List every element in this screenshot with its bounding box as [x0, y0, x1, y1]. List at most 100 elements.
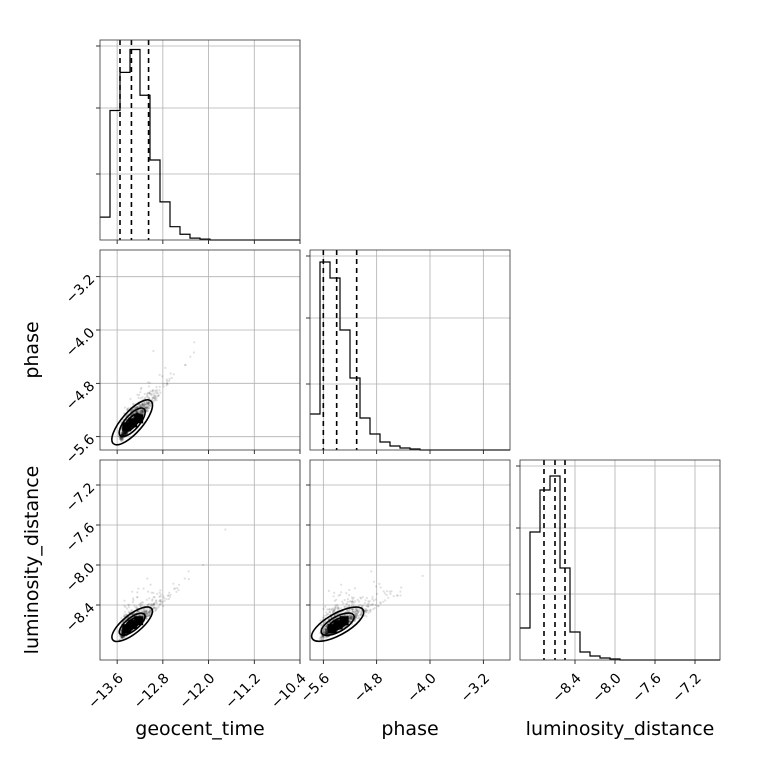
scatter-point: [396, 594, 399, 597]
scatter-point: [370, 570, 373, 573]
scatter-point: [135, 607, 138, 610]
scatter-point: [400, 586, 403, 589]
scatter-point: [350, 617, 353, 620]
scatter-point: [145, 617, 148, 621]
scatter-point: [161, 600, 164, 604]
scatter-point: [355, 613, 358, 616]
scatter-point: [139, 605, 142, 608]
scatter-point: [160, 602, 163, 605]
scatter-point: [155, 397, 158, 400]
scatter-point: [359, 603, 362, 607]
scatter-point: [385, 593, 388, 597]
scatter-point: [146, 401, 149, 405]
scatter-point: [334, 604, 337, 607]
scatter-point: [367, 602, 370, 605]
y-tick-label: −4.0: [63, 325, 98, 360]
scatter-point: [364, 607, 367, 611]
scatter-point: [321, 635, 324, 638]
scatter-point: [153, 606, 156, 609]
scatter-point: [151, 390, 154, 393]
scatter-point: [371, 603, 374, 606]
scatter-point: [139, 412, 142, 415]
scatter-point: [332, 611, 335, 614]
scatter-point: [135, 406, 138, 409]
scatter-point: [348, 614, 351, 617]
scatter-point: [336, 603, 339, 607]
scatter-point: [127, 606, 130, 609]
scatter-point: [350, 615, 353, 618]
scatter-point: [129, 410, 132, 413]
scatter-point: [146, 406, 149, 409]
scatter-point: [153, 399, 156, 402]
scatter-point: [137, 405, 140, 408]
scatter-point: [150, 603, 153, 606]
scatter-point: [321, 635, 324, 638]
scatter-point: [121, 438, 124, 441]
scatter-point: [382, 600, 385, 603]
scatter-point: [354, 618, 357, 621]
scatter-point: [348, 619, 351, 623]
scatter-point: [145, 410, 148, 413]
scatter-point: [149, 390, 152, 393]
scatter-point: [376, 605, 379, 608]
scatter-point: [140, 410, 143, 414]
scatter-point: [164, 366, 167, 369]
scatter-point: [154, 395, 157, 398]
scatter-point: [378, 582, 381, 586]
x-tick-label: −12.0: [177, 670, 219, 712]
scatter-point: [326, 632, 329, 636]
scatter-point: [148, 609, 151, 612]
scatter-point: [177, 588, 180, 592]
scatter-point: [142, 412, 145, 415]
scatter-point: [138, 614, 141, 617]
scatter-point: [148, 611, 151, 614]
scatter-point: [147, 405, 150, 408]
scatter-point: [132, 403, 135, 406]
scatter-point: [144, 609, 147, 612]
scatter-point: [132, 408, 135, 411]
scatter-point: [145, 617, 148, 620]
scatter-point: [323, 628, 326, 631]
scatter-point: [356, 610, 359, 613]
scatter-point: [348, 617, 351, 620]
scatter-point: [357, 616, 361, 619]
scatter-point: [124, 432, 128, 435]
scatter-point: [368, 600, 371, 603]
scatter-point: [118, 638, 122, 641]
scatter-point: [362, 604, 365, 607]
scatter-point: [353, 587, 356, 590]
scatter-point: [141, 401, 144, 405]
scatter-point: [143, 608, 146, 612]
scatter-point: [141, 405, 144, 408]
scatter-point: [162, 605, 165, 608]
scatter-point: [353, 613, 357, 616]
scatter-point: [129, 397, 132, 400]
scatter-point: [141, 402, 144, 405]
scatter-point: [120, 617, 123, 620]
scatter-point: [140, 405, 143, 408]
scatter-point: [122, 431, 125, 434]
scatter-point: [155, 389, 158, 392]
scatter-point: [125, 613, 128, 616]
scatter-point: [122, 431, 125, 434]
histogram-luminosity-distance: −8.4 −8.0 −7.6 −7.2: [516, 459, 721, 706]
scatter-point: [154, 389, 157, 392]
scatter-point: [145, 609, 148, 612]
scatter-point: [151, 598, 154, 601]
scatter-point: [149, 393, 152, 396]
scatter-point: [389, 592, 392, 596]
scatter-point: [374, 598, 377, 601]
scatter-point: [147, 401, 150, 404]
scatter-point: [172, 582, 175, 585]
scatter-point: [325, 628, 328, 631]
scatter-point: [149, 404, 152, 407]
scatter-point: [149, 612, 152, 615]
scatter-point: [372, 608, 375, 611]
scatter-point: [142, 411, 145, 414]
scatter-point: [344, 605, 347, 608]
scatter-point: [120, 635, 123, 638]
scatter-point: [147, 402, 150, 405]
scatter-point: [158, 385, 161, 388]
scatter-point: [119, 438, 122, 441]
scatter-point: [140, 411, 143, 414]
